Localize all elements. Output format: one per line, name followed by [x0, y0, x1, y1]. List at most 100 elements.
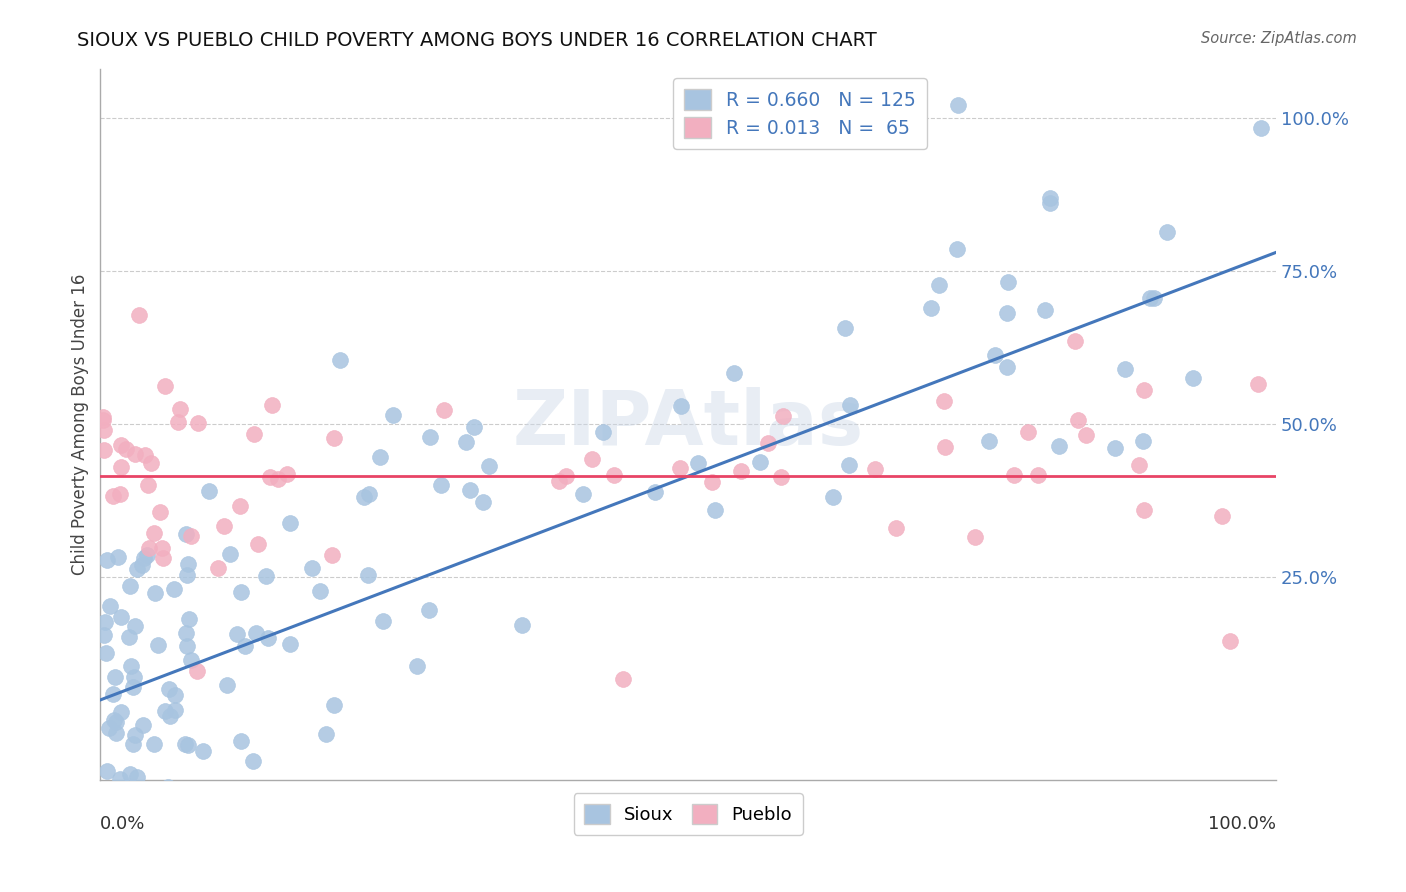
Point — [1156, 225, 1178, 239]
Point — [128, 308, 150, 322]
Text: ZIPAtlas: ZIPAtlas — [513, 387, 863, 461]
Point — [146, 638, 169, 652]
Point — [478, 458, 501, 473]
Point — [373, 614, 395, 628]
Point — [418, 603, 440, 617]
Point — [406, 658, 429, 673]
Point — [131, 558, 153, 572]
Point — [983, 348, 1005, 362]
Point — [96, 764, 118, 778]
Text: 0.0%: 0.0% — [100, 815, 146, 833]
Point — [934, 440, 956, 454]
Point — [946, 242, 969, 256]
Point — [217, 678, 239, 692]
Point — [668, 461, 690, 475]
Point — [138, 541, 160, 555]
Point — [165, 688, 187, 702]
Point — [110, 609, 132, 624]
Point — [1143, 291, 1166, 305]
Point — [163, 703, 186, 717]
Point — [152, 551, 174, 566]
Point — [176, 567, 198, 582]
Point — [187, 416, 209, 430]
Point — [995, 306, 1018, 320]
Point — [934, 393, 956, 408]
Point — [702, 475, 724, 490]
Point — [267, 473, 290, 487]
Point — [1047, 439, 1070, 453]
Point — [1017, 425, 1039, 439]
Point — [321, 549, 343, 563]
Point — [1139, 291, 1161, 305]
Point — [111, 848, 134, 863]
Point — [225, 626, 247, 640]
Point — [688, 456, 710, 470]
Point — [834, 320, 856, 334]
Point — [723, 366, 745, 380]
Point — [98, 722, 121, 736]
Point — [152, 541, 174, 555]
Text: 100.0%: 100.0% — [1208, 815, 1277, 833]
Point — [139, 456, 162, 470]
Point — [115, 442, 138, 457]
Point — [124, 447, 146, 461]
Point — [254, 569, 277, 583]
Point — [329, 352, 352, 367]
Point — [433, 403, 456, 417]
Point — [149, 505, 172, 519]
Point — [177, 738, 200, 752]
Point — [180, 529, 202, 543]
Text: SIOUX VS PUEBLO CHILD POVERTY AMONG BOYS UNDER 16 CORRELATION CHART: SIOUX VS PUEBLO CHILD POVERTY AMONG BOYS… — [77, 31, 877, 50]
Point — [1211, 508, 1233, 523]
Point — [166, 415, 188, 429]
Point — [1182, 371, 1205, 385]
Point — [246, 537, 269, 551]
Point — [229, 734, 252, 748]
Point — [977, 434, 1000, 449]
Point — [93, 412, 115, 426]
Point — [93, 832, 115, 847]
Point — [592, 425, 614, 440]
Point — [1114, 362, 1136, 376]
Point — [278, 516, 301, 531]
Point — [1002, 468, 1025, 483]
Point — [1133, 383, 1156, 397]
Point — [946, 98, 969, 112]
Point — [920, 301, 942, 315]
Point — [108, 487, 131, 501]
Point — [117, 630, 139, 644]
Point — [153, 704, 176, 718]
Point — [207, 560, 229, 574]
Point — [228, 499, 250, 513]
Point — [229, 585, 252, 599]
Point — [157, 682, 180, 697]
Point — [1026, 468, 1049, 483]
Point — [108, 783, 131, 797]
Point — [308, 584, 330, 599]
Point — [1067, 413, 1090, 427]
Point — [1039, 195, 1062, 210]
Point — [94, 615, 117, 630]
Point — [837, 458, 859, 473]
Point — [1064, 334, 1087, 348]
Point — [186, 664, 208, 678]
Point — [105, 715, 128, 730]
Point — [101, 687, 124, 701]
Point — [260, 398, 283, 412]
Point — [104, 670, 127, 684]
Point — [174, 626, 197, 640]
Point — [1133, 503, 1156, 517]
Point — [155, 379, 177, 393]
Point — [108, 772, 131, 787]
Point — [177, 557, 200, 571]
Point — [103, 713, 125, 727]
Point — [458, 483, 481, 497]
Point — [143, 586, 166, 600]
Point — [1039, 191, 1062, 205]
Point — [770, 470, 793, 484]
Point — [218, 547, 240, 561]
Point — [121, 737, 143, 751]
Point — [357, 568, 380, 582]
Point — [323, 698, 346, 712]
Point — [134, 448, 156, 462]
